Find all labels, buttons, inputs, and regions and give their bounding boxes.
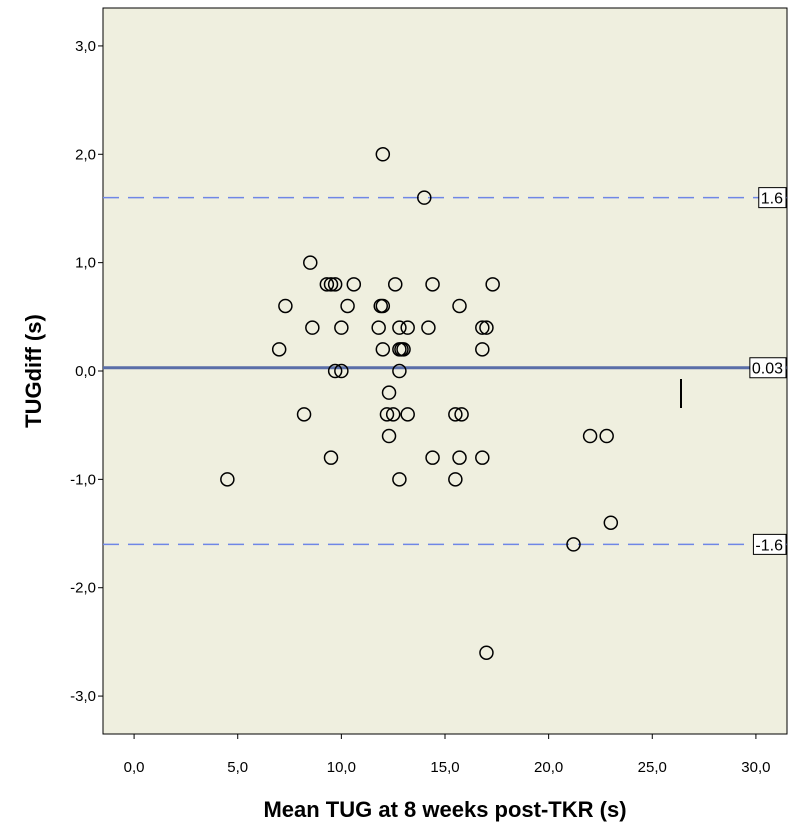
x-axis-title: Mean TUG at 8 weeks post-TKR (s) [263, 797, 626, 822]
data-point [305, 320, 320, 335]
data-point [327, 363, 343, 379]
y-tick-label: -2,0 [70, 580, 96, 597]
data-point [400, 320, 415, 335]
svg-text:0.03: 0.03 [752, 361, 783, 378]
y-axis: 3,0 2,0 1,0 0,0 -1,0 -2,0 -3,0 [70, 38, 103, 705]
data-point [454, 407, 469, 422]
data-point [371, 320, 386, 335]
x-tick-label: 10,0 [327, 759, 356, 776]
y-axis-title: TUGdiff (s) [21, 314, 46, 428]
data-point [417, 190, 432, 205]
lower-limit-label: -1.6 [752, 533, 787, 555]
x-tick-label: 0,0 [124, 759, 145, 776]
data-point [396, 342, 411, 357]
data-point [220, 472, 235, 487]
data-point [346, 277, 362, 292]
data-point [485, 277, 500, 292]
x-tick-label: 5,0 [227, 759, 248, 776]
data-point [452, 298, 467, 314]
data-point [392, 363, 407, 379]
data-point [475, 342, 490, 357]
y-tick-label: 2,0 [75, 146, 96, 163]
data-point [421, 320, 436, 335]
data-point [379, 407, 395, 422]
data-point [388, 277, 403, 292]
data-point [340, 298, 355, 314]
x-axis: 0,0 5,0 10,0 15,0 20,0 25,0 30,0 [124, 734, 771, 776]
svg-text:-1.6: -1.6 [755, 537, 783, 554]
data-point [375, 147, 391, 162]
y-tick-label: -1,0 [70, 471, 96, 488]
data-point [381, 428, 397, 444]
data-point [475, 320, 490, 335]
y-tick-label: -3,0 [70, 688, 96, 705]
plot-area [102, 7, 788, 735]
data-point [479, 645, 494, 660]
data-point [323, 277, 339, 292]
data-point [375, 342, 391, 357]
data-point [334, 363, 349, 379]
data-point [475, 450, 490, 465]
data-point [375, 298, 391, 314]
data-point [278, 298, 293, 314]
data-point [303, 255, 318, 270]
data-point [385, 407, 401, 422]
data-point [448, 472, 463, 487]
data-point [603, 515, 619, 530]
y-tick-label: 0,0 [75, 363, 96, 380]
data-point [479, 320, 494, 335]
svg-text:1.6: 1.6 [761, 191, 783, 208]
x-tick-label: 30,0 [741, 759, 770, 776]
data-point [327, 277, 343, 292]
y-tick-label: 3,0 [75, 38, 96, 55]
y-tick-label: 1,0 [75, 255, 96, 272]
data-point [599, 428, 614, 444]
data-point [319, 277, 335, 292]
data-point [271, 342, 287, 357]
data-point [323, 450, 339, 465]
data-point [381, 385, 397, 400]
x-tick-label: 15,0 [430, 759, 459, 776]
data-points [220, 147, 619, 660]
upper-limit-label: 1.6 [758, 187, 787, 209]
data-point [425, 277, 440, 292]
data-point [392, 320, 407, 335]
reference-lines: 1.6 0.03 -1.6 [103, 187, 787, 555]
mean-label: 0.03 [749, 357, 787, 379]
data-point [392, 472, 407, 487]
data-point [296, 407, 312, 422]
data-point [582, 428, 598, 444]
data-point [452, 450, 467, 465]
data-point [566, 537, 581, 552]
data-point [334, 320, 349, 335]
x-tick-label: 25,0 [638, 759, 667, 776]
data-point [448, 407, 463, 422]
x-tick-label: 20,0 [534, 759, 563, 776]
data-point [425, 450, 440, 465]
data-point [400, 407, 415, 422]
